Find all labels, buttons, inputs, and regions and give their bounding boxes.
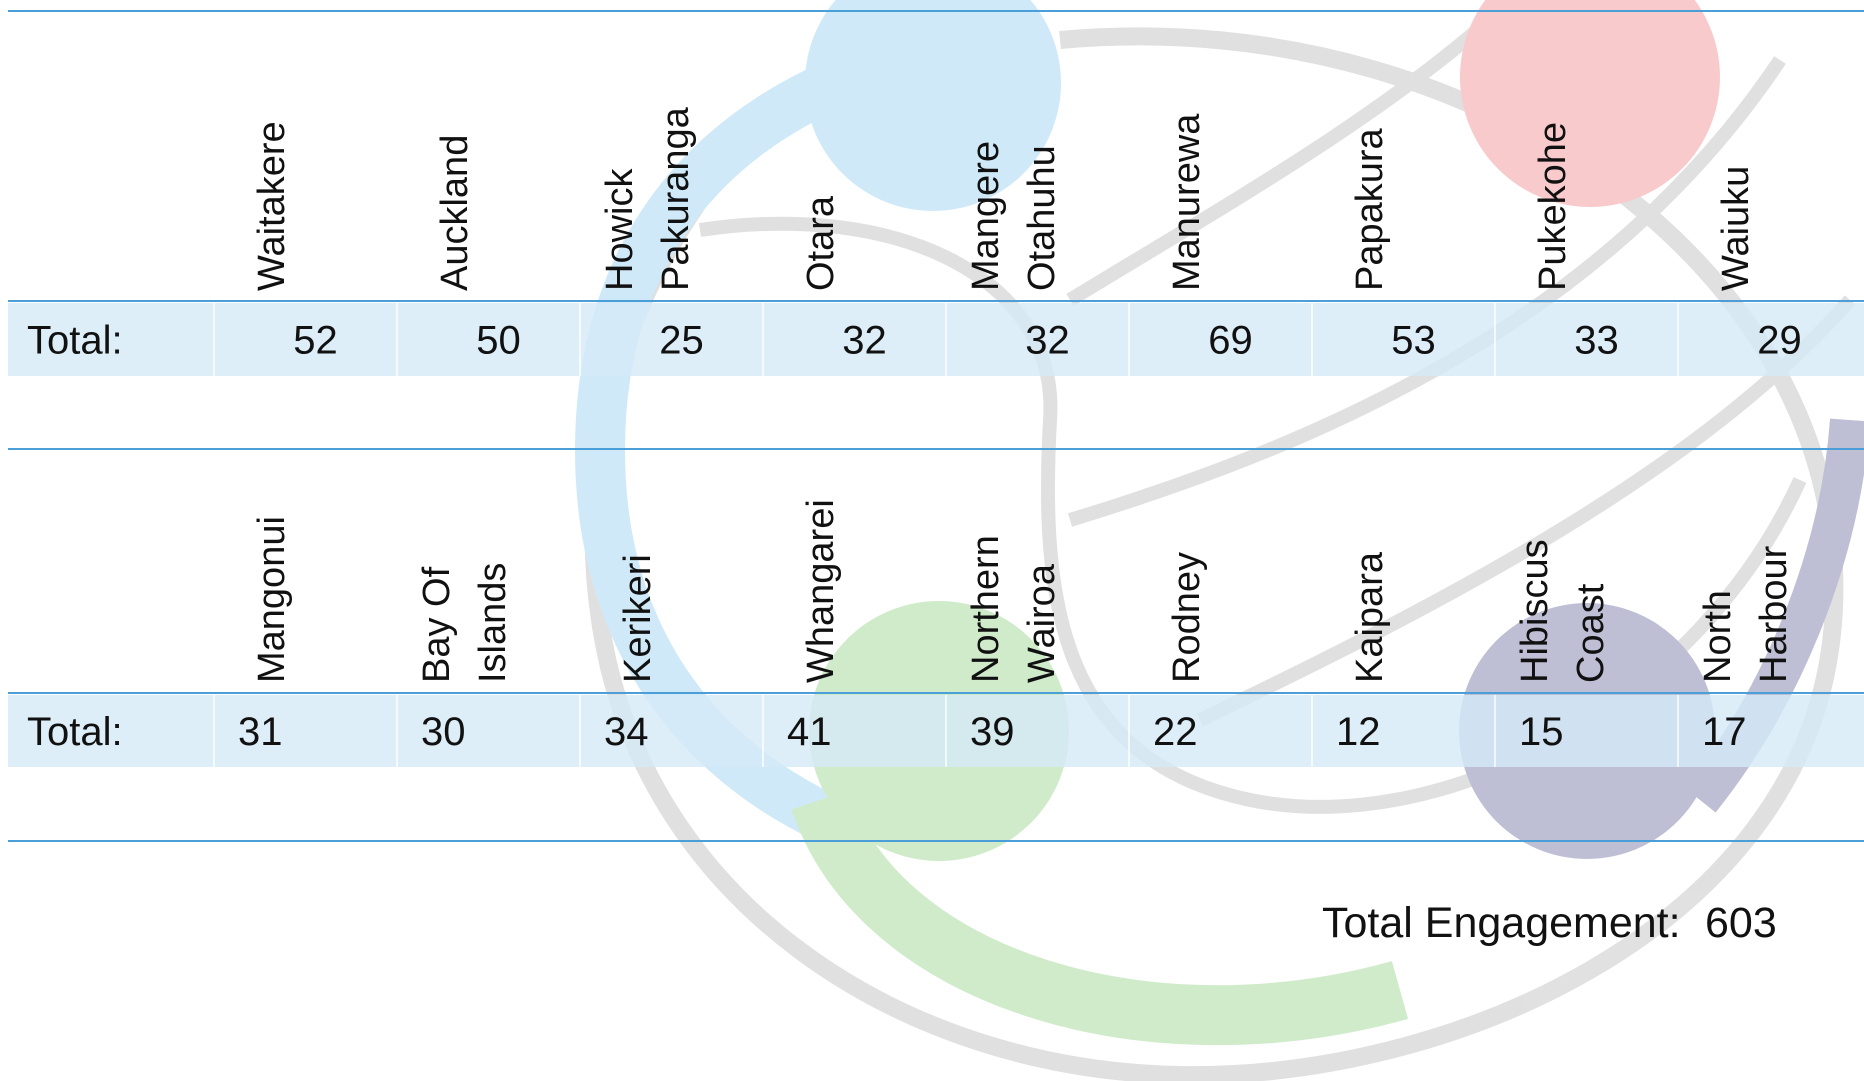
row-label: Total: xyxy=(27,319,123,363)
total-value: 31 xyxy=(238,710,283,754)
total-row xyxy=(8,695,1864,767)
column-header: Harbour xyxy=(1753,545,1795,683)
total-value: 12 xyxy=(1336,710,1381,754)
total-value: 32 xyxy=(1025,319,1070,363)
total-value: 50 xyxy=(476,319,521,363)
row-label: Total: xyxy=(27,710,123,754)
total-value: 25 xyxy=(659,319,704,363)
total-value: 22 xyxy=(1153,710,1198,754)
total-value: 29 xyxy=(1757,319,1802,363)
total-value: 15 xyxy=(1519,710,1564,754)
total-value: 41 xyxy=(787,710,832,754)
column-header: Manurewa xyxy=(1166,113,1208,291)
total-value: 30 xyxy=(421,710,466,754)
footer-value: 603 xyxy=(1705,899,1777,947)
total-value: 69 xyxy=(1208,319,1253,363)
column-header: Hibiscus xyxy=(1514,539,1556,683)
column-header: Northern xyxy=(965,535,1007,683)
total-value: 32 xyxy=(842,319,887,363)
total-value: 53 xyxy=(1391,319,1436,363)
total-value: 33 xyxy=(1574,319,1619,363)
column-header: Islands xyxy=(472,563,514,683)
column-header: Kerikeri xyxy=(617,554,659,683)
column-header: Whangarei xyxy=(800,499,842,683)
column-header: Pukekohe xyxy=(1532,122,1574,291)
column-header: Otahuhu xyxy=(1021,145,1063,291)
column-header: Waiuku xyxy=(1715,166,1757,291)
footer-label: Total Engagement: xyxy=(1322,899,1681,947)
total-value: 39 xyxy=(970,710,1015,754)
column-header: Auckland xyxy=(434,135,476,291)
column-header: Coast xyxy=(1570,583,1612,683)
total-value: 17 xyxy=(1702,710,1747,754)
column-header: Mangere xyxy=(965,141,1007,291)
column-header: North xyxy=(1697,590,1739,683)
column-header: Rodney xyxy=(1166,552,1208,683)
column-header: Bay Of xyxy=(416,566,458,683)
total-value: 52 xyxy=(293,319,338,363)
column-header: Waitakere xyxy=(251,121,293,291)
column-header: Wairoa xyxy=(1021,563,1063,683)
column-header: Mangonui xyxy=(251,516,293,683)
column-header: Howick xyxy=(599,168,641,291)
column-header: Otara xyxy=(800,195,842,291)
column-header: Kaipara xyxy=(1349,551,1391,683)
column-header: Papakura xyxy=(1349,127,1391,291)
column-header: Pakuranga xyxy=(655,106,697,291)
total-value: 34 xyxy=(604,710,649,754)
total-row xyxy=(8,303,1864,376)
